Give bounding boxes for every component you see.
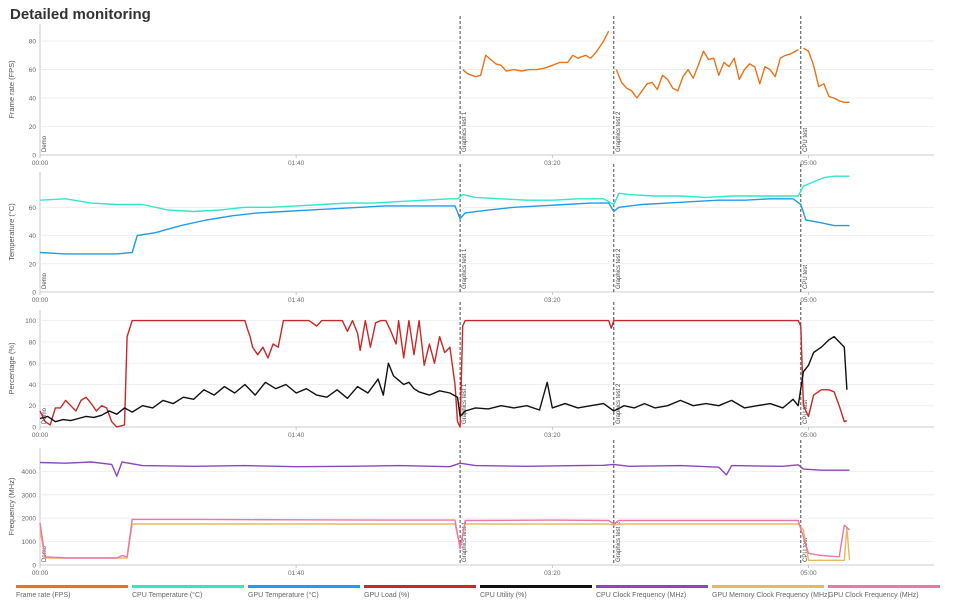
- y-tick-label: 2000: [22, 516, 37, 523]
- y-tick-label: 4000: [22, 469, 37, 476]
- x-tick-label: 01:40: [288, 432, 305, 439]
- x-tick-label: 05:00: [800, 160, 817, 167]
- y-tick-label: 40: [29, 96, 37, 103]
- legend-label: CPU Temperature (°C): [132, 592, 203, 599]
- chart-legend: Frame rate (FPS) CPU Temperature (°C) GP…: [16, 585, 944, 609]
- section-marker-label: Graphics test 2: [616, 248, 622, 289]
- y-tick-label: 80: [29, 339, 37, 346]
- series-line: [462, 30, 610, 78]
- chart-panel: 0 20 40 60 80 100 Percentage (%) 00:00 01:40 03:2…: [7, 302, 934, 439]
- series-line: [39, 198, 850, 255]
- section-marker-label: Graphics test 1: [462, 248, 468, 289]
- y-tick-label: 40: [29, 382, 37, 389]
- x-tick-label: 00:00: [32, 297, 49, 304]
- x-tick-label: 01:40: [288, 297, 305, 304]
- section-marker-label: Demo: [42, 272, 48, 289]
- x-tick-label: 01:40: [288, 570, 305, 577]
- legend-swatch: [248, 585, 360, 588]
- x-tick-label: 03:20: [544, 432, 561, 439]
- legend-item-frame-rate[interactable]: Frame rate (FPS): [16, 585, 128, 599]
- y-tick-label: 0: [32, 290, 36, 297]
- monitoring-charts: 0 20 40 60 80 Frame rate (FPS) 00:00 01:40 03:20…: [7, 16, 934, 577]
- legend-label: GPU Temperature (°C): [248, 592, 319, 599]
- legend-label: CPU Utility (%): [480, 592, 527, 599]
- legend-item-cpu-temperature[interactable]: CPU Temperature (°C): [132, 585, 244, 599]
- series-line: [39, 518, 850, 559]
- x-tick-label: 00:00: [32, 160, 49, 167]
- legend-label: GPU Clock Frequency (MHz): [828, 592, 919, 599]
- series-line: [803, 47, 850, 103]
- y-tick-label: 60: [29, 67, 37, 74]
- x-tick-label: 03:20: [544, 297, 561, 304]
- y-axis-label: Temperature (°C): [7, 203, 16, 261]
- legend-swatch: [828, 585, 940, 588]
- legend-label: Frame rate (FPS): [16, 592, 71, 599]
- x-tick-label: 01:40: [288, 160, 305, 167]
- y-tick-label: 20: [29, 403, 37, 410]
- legend-label: CPU Clock Frequency (MHz): [596, 592, 687, 599]
- series-line: [39, 335, 848, 423]
- series-line: [39, 523, 851, 561]
- chart-panel: 0 20 40 60 80 Frame rate (FPS) 00:00 01:40 03:20…: [7, 16, 934, 167]
- section-marker-label: Graphics test 1: [462, 111, 468, 152]
- y-tick-label: 60: [29, 361, 37, 368]
- y-tick-label: 100: [25, 318, 36, 325]
- chart-panel: 0 20 40 60 Temperature (°C) 00:00 01:40 03:20 05…: [7, 164, 934, 304]
- chart-panel: 0 1000 2000 3000 4000 Frequency (MHz) 00:00 01:…: [7, 440, 934, 577]
- series-line: [615, 48, 799, 99]
- section-marker-label: Demo: [42, 135, 48, 152]
- y-tick-label: 60: [29, 205, 37, 212]
- y-tick-label: 3000: [22, 492, 37, 499]
- section-marker-label: Graphics test 2: [616, 383, 622, 424]
- series-line: [39, 319, 848, 428]
- x-tick-label: 05:00: [800, 432, 817, 439]
- x-tick-label: 00:00: [32, 432, 49, 439]
- legend-swatch: [480, 585, 592, 588]
- y-tick-label: 40: [29, 233, 37, 240]
- legend-swatch: [16, 585, 128, 588]
- y-axis-label: Percentage (%): [7, 342, 16, 395]
- y-axis-label: Frame rate (FPS): [7, 60, 16, 119]
- section-marker-label: Graphics test 1: [462, 383, 468, 424]
- legend-label: GPU Memory Clock Frequency (MHz): [712, 592, 830, 599]
- x-tick-label: 03:20: [544, 160, 561, 167]
- x-tick-label: 03:20: [544, 570, 561, 577]
- section-marker-label: Graphics test 2: [616, 111, 622, 152]
- series-line: [39, 175, 850, 213]
- legend-swatch: [596, 585, 708, 588]
- y-tick-label: 1000: [22, 539, 37, 546]
- section-marker-label: Graphics test 2: [616, 521, 622, 562]
- series-line: [39, 461, 850, 477]
- y-axis-label: Frequency (MHz): [7, 477, 16, 535]
- section-marker-label: CPU test: [803, 538, 809, 562]
- section-marker-label: CPU test: [803, 265, 809, 289]
- legend-item-gpu-memory-clock[interactable]: GPU Memory Clock Frequency (MHz): [712, 585, 830, 599]
- section-marker-label: Graphics test 1: [462, 521, 468, 562]
- y-tick-label: 80: [29, 39, 37, 46]
- legend-swatch: [364, 585, 476, 588]
- y-tick-label: 0: [32, 563, 36, 570]
- x-tick-label: 05:00: [800, 570, 817, 577]
- legend-item-cpu-utility[interactable]: CPU Utility (%): [480, 585, 592, 599]
- section-marker-label: CPU test: [803, 128, 809, 152]
- legend-swatch: [712, 585, 824, 588]
- y-tick-label: 0: [32, 425, 36, 432]
- y-tick-label: 20: [29, 261, 37, 268]
- x-tick-label: 00:00: [32, 570, 49, 577]
- legend-item-gpu-clock[interactable]: GPU Clock Frequency (MHz): [828, 585, 940, 599]
- y-tick-label: 0: [32, 153, 36, 160]
- legend-item-gpu-load[interactable]: GPU Load (%): [364, 585, 476, 599]
- page-title: Detailed monitoring: [10, 6, 151, 23]
- section-marker-label: Demo: [42, 407, 48, 424]
- legend-item-cpu-clock[interactable]: CPU Clock Frequency (MHz): [596, 585, 708, 599]
- legend-label: GPU Load (%): [364, 592, 410, 599]
- x-tick-label: 05:00: [800, 297, 817, 304]
- y-tick-label: 20: [29, 124, 37, 131]
- legend-item-gpu-temperature[interactable]: GPU Temperature (°C): [248, 585, 360, 599]
- legend-swatch: [132, 585, 244, 588]
